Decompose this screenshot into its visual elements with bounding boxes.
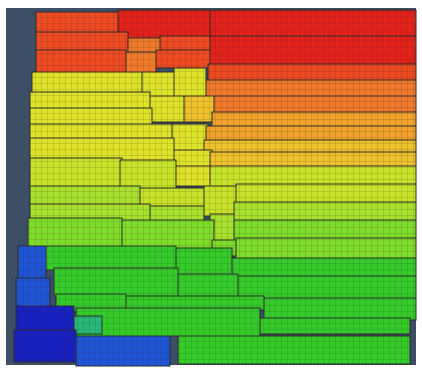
mesh-grid-overlay bbox=[204, 140, 416, 154]
mesh-grid-overlay bbox=[176, 166, 212, 186]
mesh-grid-overlay bbox=[76, 336, 170, 366]
mesh-grid-overlay bbox=[178, 336, 410, 364]
mesh-grid-overlay bbox=[236, 184, 416, 204]
mesh-grid-overlay bbox=[172, 124, 208, 152]
mesh-grid-overlay bbox=[214, 96, 416, 114]
mesh-grid-overlay bbox=[32, 72, 142, 94]
mesh-grid-overlay bbox=[30, 124, 172, 140]
mesh-grid-overlay bbox=[208, 64, 416, 82]
mesh-grid-overlay bbox=[30, 158, 122, 188]
mesh-grid-overlay bbox=[18, 246, 46, 280]
mesh-grid-overlay bbox=[206, 126, 416, 142]
mesh-grid-overlay bbox=[14, 330, 76, 362]
mesh-grid-overlay bbox=[210, 10, 416, 36]
mesh-grid-overlay bbox=[54, 268, 178, 296]
mesh-grid-overlay bbox=[234, 220, 416, 240]
mesh-grid-overlay bbox=[74, 316, 102, 334]
mesh-grid-overlay bbox=[174, 68, 206, 96]
mesh-grid-overlay bbox=[118, 10, 210, 38]
mesh-grid-overlay bbox=[122, 220, 214, 250]
mesh-grid-overlay bbox=[28, 218, 122, 248]
mesh-grid-overlay bbox=[174, 150, 212, 168]
mesh-grid-overlay bbox=[210, 166, 416, 186]
mesh-grid-overlay bbox=[16, 306, 74, 332]
mesh-grid-overlay bbox=[236, 238, 416, 260]
mesh-grid-overlay bbox=[156, 50, 210, 68]
mesh-grid-overlay bbox=[238, 276, 416, 300]
mesh-grid-overlay bbox=[232, 258, 416, 278]
mesh-grid-overlay bbox=[126, 52, 156, 72]
mesh-grid-overlay bbox=[30, 92, 150, 110]
mesh-grid-overlay bbox=[212, 112, 416, 128]
mesh-grid-overlay bbox=[30, 204, 150, 220]
mesh-grid-overlay bbox=[30, 108, 152, 126]
mesh-grid-overlay bbox=[126, 296, 264, 310]
mesh-grid-overlay bbox=[16, 278, 50, 308]
mesh-grid-overlay bbox=[76, 308, 260, 336]
mesh-grid-overlay bbox=[30, 138, 174, 160]
mesh-grid-overlay bbox=[36, 32, 128, 52]
mesh-grid-overlay bbox=[204, 186, 236, 216]
mesh-grid-overlay bbox=[176, 248, 232, 274]
mesh-grid-overlay bbox=[36, 12, 120, 34]
mesh-grid-overlay bbox=[210, 152, 416, 168]
mesh-grid-overlay bbox=[184, 96, 214, 122]
mesh-grid-overlay bbox=[160, 36, 210, 50]
mesh-grid-overlay bbox=[120, 160, 176, 190]
mesh-grid-overlay bbox=[234, 202, 416, 222]
mesh-grid-overlay bbox=[150, 206, 204, 220]
mesh-grid-overlay bbox=[150, 96, 184, 122]
mesh-grid-overlay bbox=[128, 38, 162, 52]
mesh-grid-overlay bbox=[210, 36, 416, 66]
mesh-grid-overlay bbox=[46, 246, 176, 270]
mesh-grid-overlay bbox=[30, 186, 140, 206]
mesh-grid-overlay bbox=[140, 188, 204, 208]
mesh-grid-overlay bbox=[260, 318, 410, 334]
mesh-grid-overlay bbox=[36, 50, 126, 72]
mesh-grid-overlay bbox=[264, 298, 416, 320]
mesh-grid-overlay bbox=[206, 80, 416, 98]
